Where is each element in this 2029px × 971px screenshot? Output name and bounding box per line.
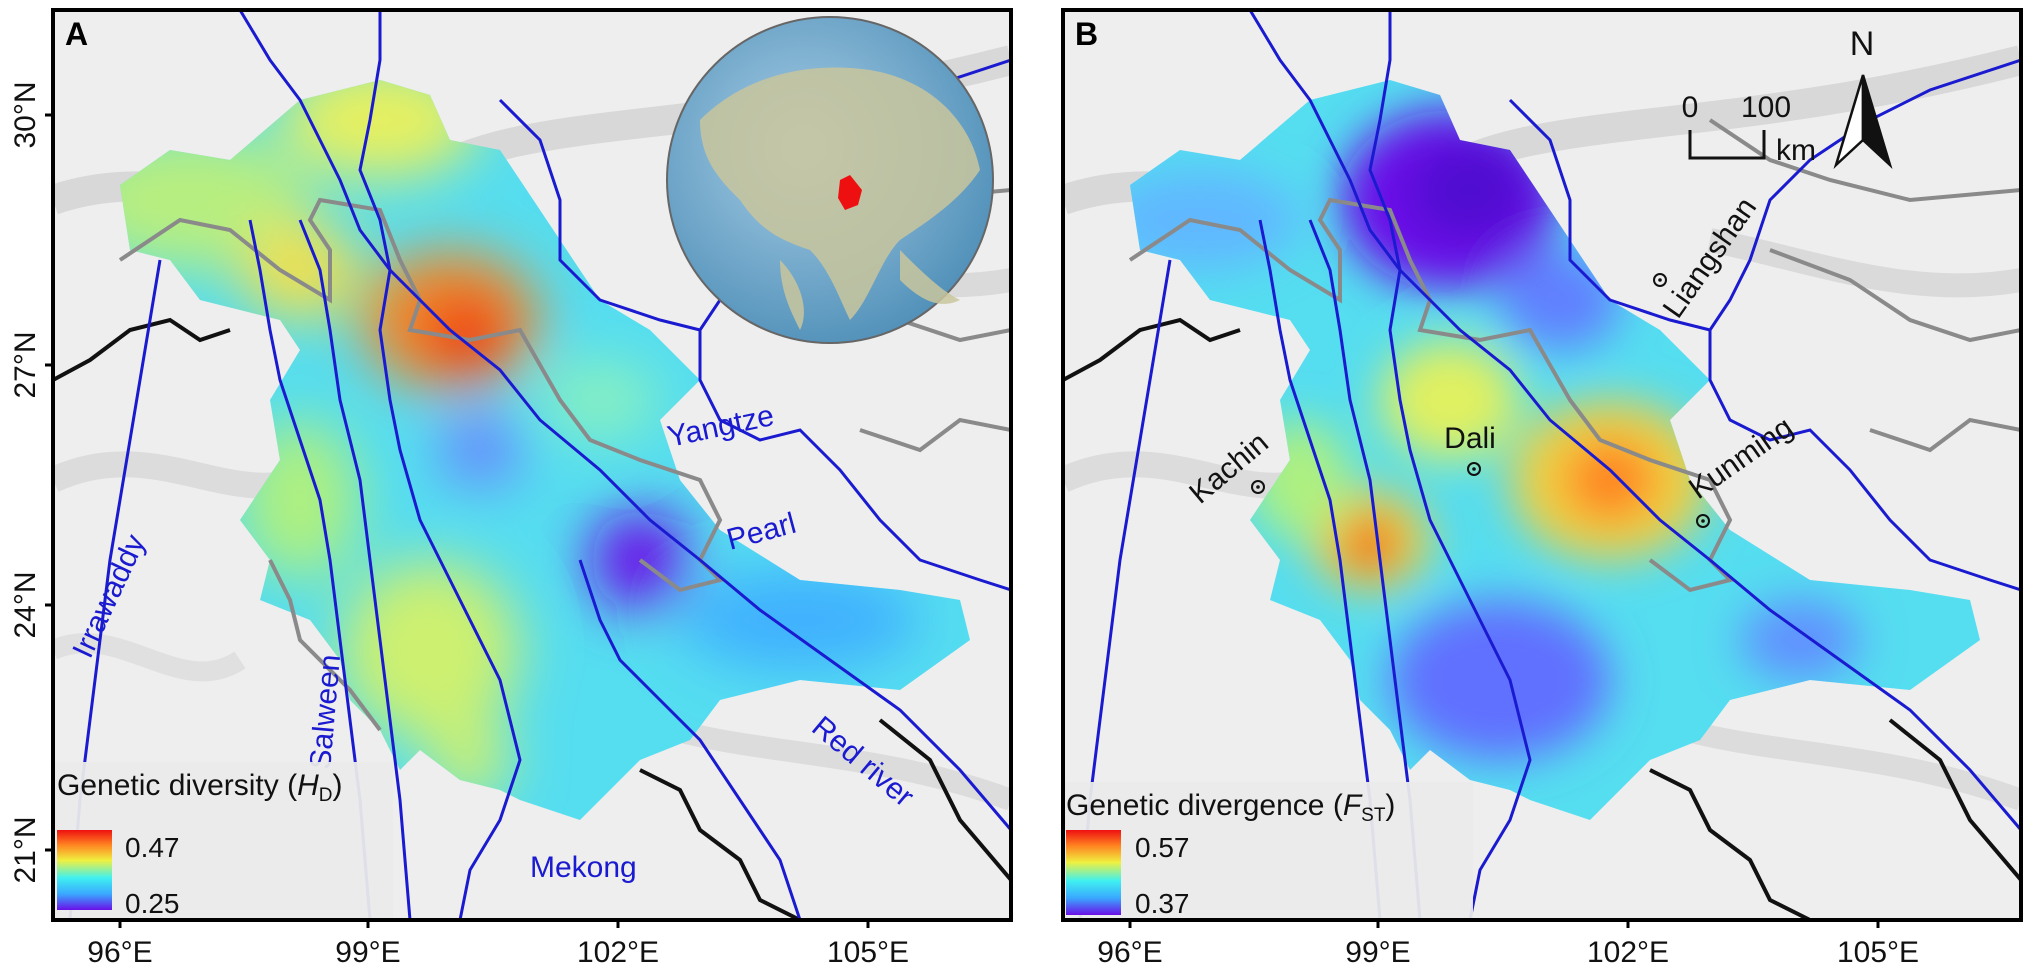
x-tick-b-96e: 96°E [1097,936,1162,969]
place-marker-kunming [1696,514,1710,528]
x-tick-a-99e: 99°E [335,936,400,969]
panel-a-y-ticks [45,113,53,852]
north-arrow-icon [1833,74,1893,170]
legend-a-min: 0.25 [125,888,180,919]
north-label: N [1850,25,1875,63]
panel-b-legend: Genetic divergence (FST) 0.57 0.37 [1063,782,1473,920]
x-tick-a-96e: 96°E [87,936,152,969]
legend-a-title: Genetic diversity (HD) [57,769,342,806]
x-tick-b-99e: 99°E [1345,936,1410,969]
x-tick-b-105e: 105°E [1837,936,1919,969]
panel-b: Liangshan Dali Kachin Kunming 0 100 km N… [1061,8,2023,969]
scale-label-unit: km [1776,134,1816,167]
legend-b-color-ramp [1066,830,1121,915]
panel-b-rivers [1078,10,2021,920]
panel-a-frame [51,8,1013,922]
river-label-mekong: Mekong [530,851,637,884]
place-marker-kachin [1251,480,1265,494]
panel-b-x-ticks [1128,920,1880,928]
place-label-dali: Dali [1444,422,1496,455]
legend-b-max: 0.57 [1135,832,1190,863]
study-area-marker [838,175,862,210]
x-tick-a-105e: 105°E [827,936,909,969]
x-tick-a-102e: 102°E [577,936,659,969]
legend-b-title: Genetic divergence (FST) [1066,789,1395,826]
y-tick-30n: 30°N [9,81,42,148]
scale-bar [1688,130,1766,160]
scale-label-zero: 0 [1682,91,1699,124]
panel-b-borders [1128,118,2021,593]
y-tick-27n: 27°N [9,331,42,398]
panel-a: Yangtze Pearl Irrawaddy Salween Red rive… [9,8,1013,969]
y-tick-21n: 21°N [9,816,42,883]
panel-a-label: A [65,16,88,52]
place-marker-dali [1467,462,1481,476]
y-tick-24n: 24°N [9,571,42,638]
panel-a-legend: Genetic diversity (HD) 0.47 0.25 [53,762,393,920]
panel-b-frame [1061,8,2023,922]
legend-b-min: 0.37 [1135,888,1190,919]
panel-a-x-ticks [118,920,870,928]
place-marker-liangshan [1653,273,1667,287]
scale-label-hundred: 100 [1741,91,1791,124]
panel-b-label: B [1075,16,1098,52]
world-globe-inset [666,16,994,344]
legend-a-color-ramp [57,830,112,910]
legend-a-max: 0.47 [125,832,180,863]
x-tick-b-102e: 102°E [1587,936,1669,969]
